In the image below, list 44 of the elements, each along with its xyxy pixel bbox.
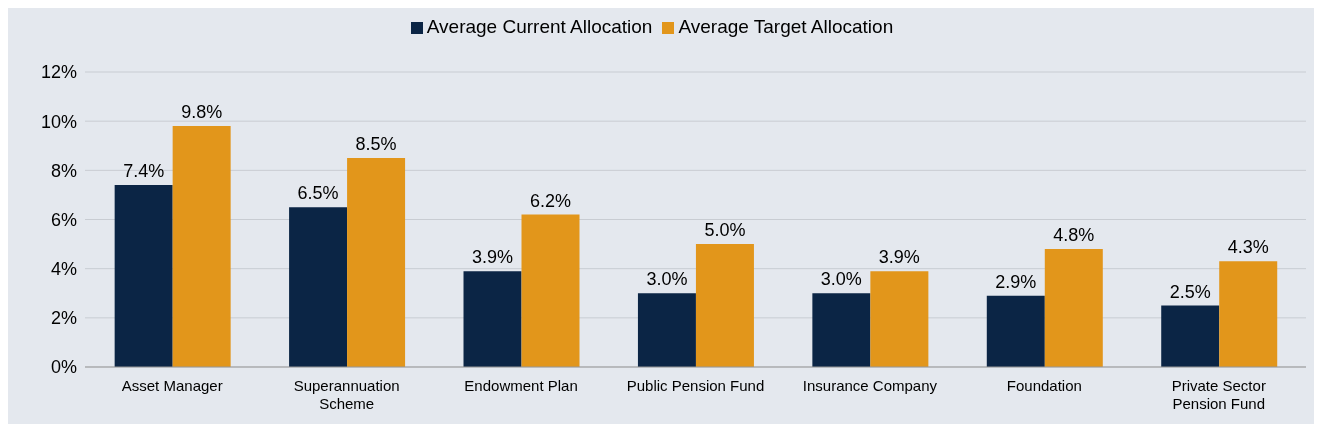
bar [347,158,406,367]
data-label: 7.4% [123,161,165,182]
y-tick-label: 2% [50,308,77,329]
x-tick-label: Insurance Company [802,377,938,394]
x-tick-label: Foundation [1006,377,1082,394]
y-tick-label: 8% [50,160,77,181]
data-label: 2.5% [1169,281,1211,302]
y-tick-label: 12% [40,62,77,83]
y-tick-label: 6% [50,209,77,230]
data-label: 3.9% [878,247,920,268]
legend-label: Average Current Allocation [426,16,653,37]
data-label: 8.5% [355,134,397,155]
y-tick-label: 0% [50,357,77,378]
bar [289,207,348,367]
data-label: 5.0% [704,220,746,241]
x-tick-label: Endowment Plan [464,377,578,394]
legend-label: Average Target Allocation [678,16,894,37]
data-label: 4.3% [1227,237,1269,258]
x-tick-label: Superannuation Scheme [293,377,400,412]
bar [1161,305,1220,367]
bar [870,271,929,367]
data-label: 3.0% [820,269,862,290]
data-label: 3.0% [646,269,688,290]
data-label: 6.5% [297,183,339,204]
bar [521,214,580,367]
y-tick-label: 4% [50,259,77,280]
data-label: 2.9% [995,271,1037,292]
bar [986,295,1045,367]
bar [695,244,754,367]
x-tick-label: Asset Manager [121,377,223,394]
bar [1044,249,1103,367]
x-tick-label: Public Pension Fund [626,377,765,394]
bar [463,271,522,367]
x-tick-label: Private Sector Pension Fund [1171,377,1266,412]
y-tick-label: 10% [40,111,77,132]
data-label: 9.8% [181,102,223,123]
data-label: 6.2% [529,190,572,211]
data-label: 3.9% [471,247,514,268]
bar [1219,261,1278,367]
bar [637,293,696,367]
data-label: 4.8% [1053,225,1095,245]
bar [114,185,173,367]
bar [172,126,231,367]
bar [812,293,871,367]
